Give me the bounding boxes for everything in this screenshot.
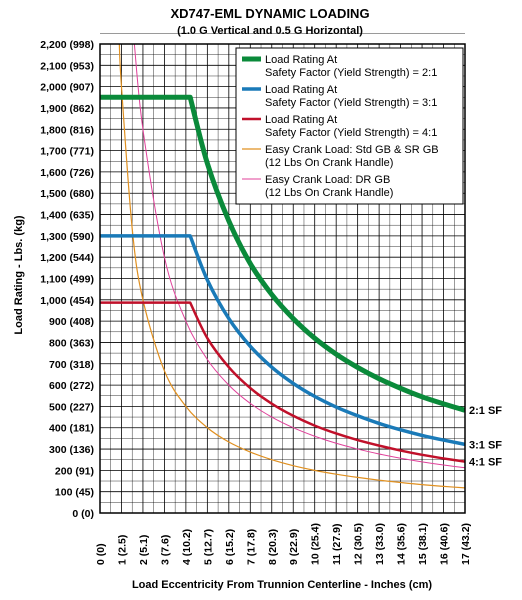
legend-label-line2: Safety Factor (Yield Strength) = 4:1 (265, 127, 437, 139)
y-tick-label: 2,000 (907) (40, 82, 94, 94)
legend-label: Load Rating At (265, 54, 337, 66)
x-tick-label: 9 (22.9) (288, 529, 300, 565)
legend-label-line2: Safety Factor (Yield Strength) = 2:1 (265, 67, 437, 79)
x-axis-label: Load Eccentricity From Trunnion Centerli… (132, 579, 432, 591)
x-tick-label: 7 (17.8) (245, 529, 257, 565)
legend-label-line2: (12 Lbs On Crank Handle) (265, 157, 393, 169)
series-line-1 (100, 94, 466, 413)
legend-label: Load Rating At (265, 84, 337, 96)
y-tick-label: 1,900 (862) (40, 103, 94, 115)
x-tick-label: 14 (35.6) (396, 523, 408, 565)
x-tick-label: 17 (43.2) (460, 523, 472, 565)
y-tick-label: 2,100 (953) (40, 60, 94, 72)
y-tick-label: 1,500 (680) (40, 188, 94, 200)
y-tick-label: 100 (45) (55, 487, 94, 499)
legend-box (235, 47, 464, 205)
series-end-label: 3:1 SF (469, 439, 502, 451)
x-tick-label: 6 (15.2) (224, 529, 236, 565)
x-tick-label: 10 (25.4) (310, 523, 322, 565)
y-tick-label: 400 (181) (49, 423, 94, 435)
y-tick-label: 1,200 (544) (40, 252, 94, 264)
legend-label-line2: Safety Factor (Yield Strength) = 3:1 (265, 97, 437, 109)
y-tick-label: 1,800 (816) (40, 124, 94, 136)
chart-title: XD747-EML DYNAMIC LOADING (170, 6, 369, 21)
legend-label: Easy Crank Load: Std GB & SR GB (265, 144, 439, 156)
series-line-3 (100, 301, 466, 463)
x-tick-label: 4 (10.2) (181, 529, 193, 565)
x-axis-ticks: 0 (0) 1 (2.5) 2 (5.1) 3 (7.6) 4 (10.2) 5 (12.… (95, 523, 472, 565)
x-tick-label: 5 (12.7) (202, 529, 214, 565)
x-tick-label: 0 (0) (95, 543, 107, 565)
y-tick-label: 1,300 (590) (40, 231, 94, 243)
y-tick-label: 600 (272) (49, 380, 94, 392)
x-tick-label: 2 (5.1) (138, 535, 150, 565)
legend-label: Load Rating At (265, 114, 337, 126)
plot-frame (99, 43, 466, 514)
legend-label-line2: (12 Lbs On Crank Handle) (265, 187, 393, 199)
x-tick-label: 8 (20.3) (267, 529, 279, 565)
x-tick-label: 13 (33.0) (374, 523, 386, 565)
x-tick-label: 15 (38.1) (417, 523, 429, 565)
x-tick-label: 3 (7.6) (159, 535, 171, 565)
y-tick-label: 300 (136) (49, 444, 94, 456)
y-tick-label: 1,600 (726) (40, 167, 94, 179)
x-tick-label: 12 (30.5) (353, 523, 365, 565)
series-line-2 (100, 234, 466, 447)
y-axis-ticks: 0 (0) 100 (45) 200 (91) 300 (136) 400 (181) 5… (40, 39, 94, 520)
legend-label: Easy Crank Load: DR GB (265, 174, 390, 186)
x-tick-label: 16 (40.6) (439, 523, 451, 565)
y-tick-label: 800 (363) (49, 337, 94, 349)
y-tick-label: 1,100 (499) (40, 274, 94, 286)
y-tick-label: 500 (227) (49, 401, 94, 413)
y-tick-label: 1,400 (635) (40, 210, 94, 222)
y-tick-label: 2,200 (998) (40, 39, 94, 51)
series-line-5 (133, 43, 466, 469)
y-tick-label: 1,000 (454) (40, 295, 94, 307)
x-tick-label: 1 (2.5) (116, 535, 128, 565)
y-axis-label: Load Rating - Lbs. (kg) (13, 215, 25, 334)
series-end-label: 4:1 SF (469, 457, 502, 469)
series-end-labels: 2:1 SF 3:1 SF 4:1 SF (469, 405, 502, 468)
y-tick-label: 200 (91) (55, 465, 94, 477)
chart-subtitle: (1.0 G Vertical and 0.5 G Horizontal) (177, 25, 363, 37)
series-end-label: 2:1 SF (469, 405, 502, 417)
y-tick-label: 1,700 (771) (40, 146, 94, 158)
series-layer (100, 43, 466, 489)
series-line-4 (118, 43, 466, 489)
y-tick-label: 900 (408) (49, 316, 94, 328)
y-tick-label: 700 (318) (49, 359, 94, 371)
y-tick-label: 0 (0) (72, 508, 94, 520)
x-tick-label: 11 (27.9) (331, 524, 343, 565)
